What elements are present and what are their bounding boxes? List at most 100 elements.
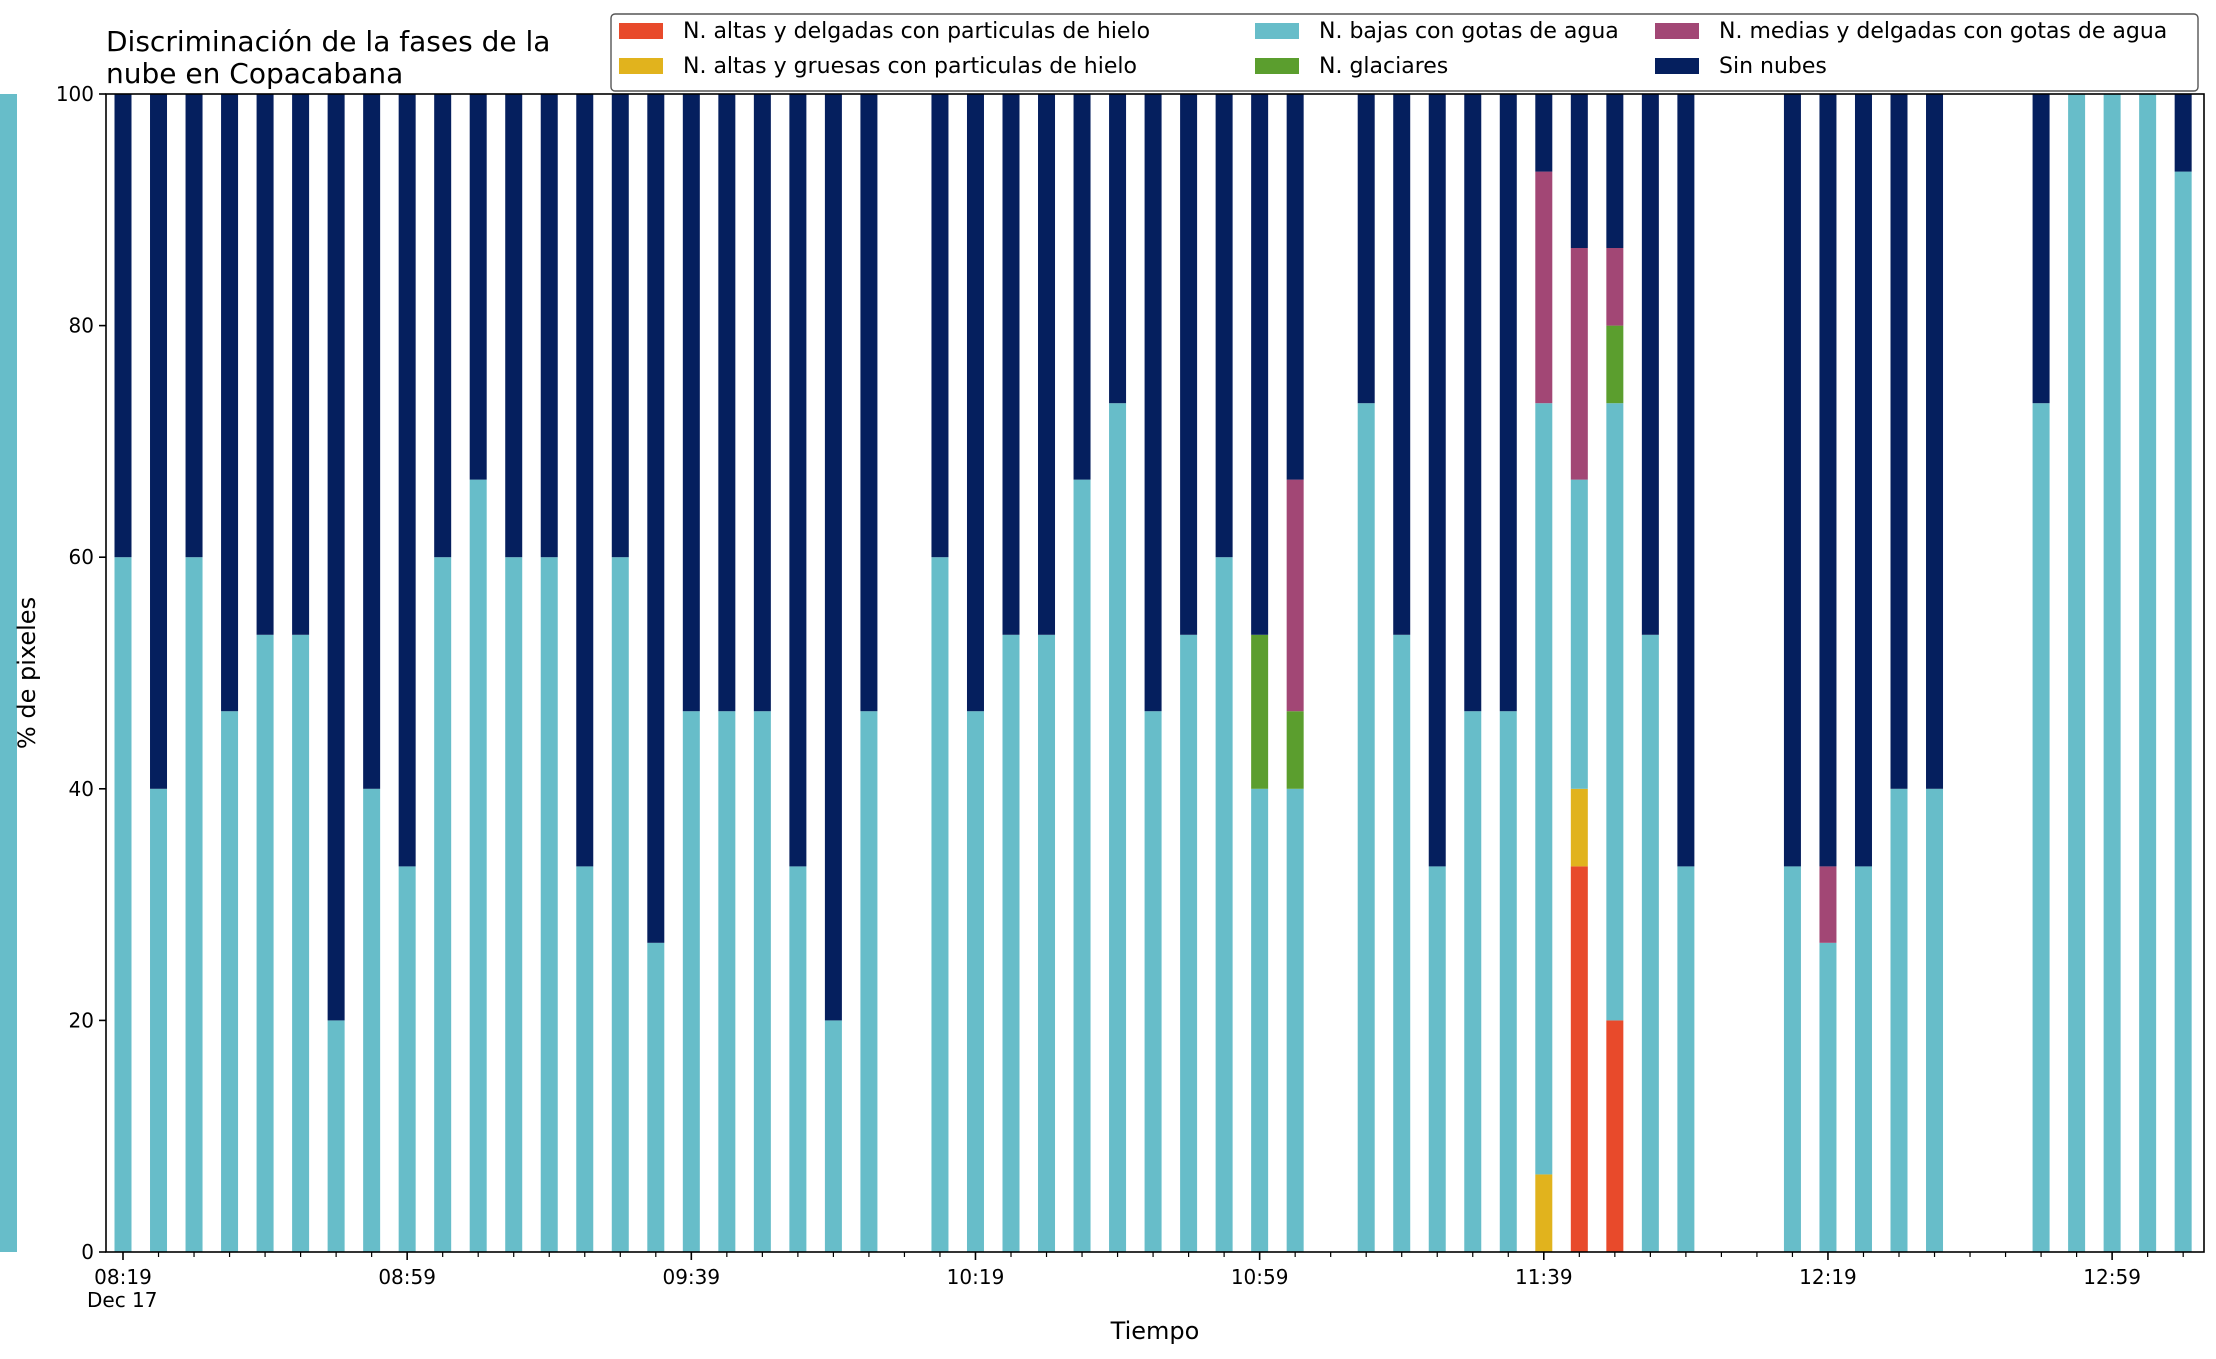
bar-stack-1024 bbox=[1002, 94, 1020, 1252]
bar-segment bbox=[647, 942, 665, 1252]
bar-stack-1214 bbox=[1819, 94, 1837, 1252]
bar-segment bbox=[1144, 711, 1162, 1252]
bar-stack-1159 bbox=[1677, 94, 1695, 1252]
legend-entry: N. altas y delgadas con particulas de hi… bbox=[619, 19, 1150, 44]
bar-segment bbox=[1251, 94, 1269, 635]
bar-segment bbox=[1109, 94, 1127, 404]
legend-label: N. bajas con gotas de agua bbox=[1319, 19, 1619, 44]
y-tick-label: 20 bbox=[69, 1008, 94, 1032]
bar-stack-1154 bbox=[1641, 94, 1659, 1252]
bar-stack-1004 bbox=[860, 94, 878, 1252]
bar-stack-1134 bbox=[1499, 94, 1517, 1252]
bar-segment bbox=[292, 634, 310, 1252]
bar-segment bbox=[398, 866, 416, 1252]
bar-stack-1039 bbox=[1109, 94, 1127, 1252]
bar-segment bbox=[966, 94, 984, 712]
bars-layer bbox=[0, 94, 2192, 1253]
bar-segment bbox=[1570, 866, 1588, 1252]
bar-segment bbox=[1677, 94, 1695, 867]
bar-segment bbox=[789, 94, 807, 867]
legend-box bbox=[610, 13, 2199, 92]
bar-stack-0944 bbox=[718, 94, 736, 1252]
bar-stack-0934 bbox=[647, 94, 665, 1252]
bar-stack-1219 bbox=[1854, 94, 1872, 1252]
bar-stack-1119 bbox=[1393, 94, 1411, 1252]
bar-segment bbox=[1926, 94, 1944, 789]
bar-stack-1124 bbox=[1428, 94, 1446, 1252]
bar-segment bbox=[931, 94, 949, 558]
x-tick-label: 09:39 bbox=[662, 1265, 720, 1289]
bar-segment bbox=[1464, 94, 1482, 712]
y-tick-label: 60 bbox=[69, 545, 94, 569]
bar-stack-0854 bbox=[363, 94, 381, 1252]
bar-segment bbox=[1180, 94, 1198, 635]
bar-stack-1144 bbox=[1570, 94, 1588, 1252]
bar-segment bbox=[2103, 94, 2121, 1252]
bar-segment bbox=[1535, 403, 1553, 1175]
bar-segment bbox=[789, 866, 807, 1252]
bar-segment bbox=[1357, 94, 1375, 404]
bar-stack-1204 bbox=[1783, 94, 1801, 1252]
bar-segment bbox=[1570, 479, 1588, 789]
legend-swatch bbox=[619, 23, 663, 39]
legend-label: N. altas y delgadas con particulas de hi… bbox=[683, 19, 1150, 44]
y-axis-label: % de pixeles bbox=[13, 597, 41, 749]
bar-segment bbox=[540, 94, 558, 558]
legend-label: N. medias y delgadas con gotas de agua bbox=[1719, 19, 2167, 44]
bar-segment bbox=[860, 711, 878, 1252]
bar-stack-0834 bbox=[221, 94, 239, 1252]
bar-segment bbox=[1215, 557, 1233, 1252]
bar-segment bbox=[682, 94, 700, 712]
bar-segment bbox=[576, 866, 594, 1252]
bar-segment bbox=[824, 94, 842, 1021]
plot-frame bbox=[105, 93, 2205, 1253]
bar-segment bbox=[540, 557, 558, 1252]
bar-segment bbox=[1428, 94, 1446, 867]
bar-stack-1054 bbox=[1215, 94, 1233, 1252]
bar-segment bbox=[2174, 171, 2192, 1253]
bar-segment bbox=[1535, 171, 1553, 404]
x-tick-label: 08:19 bbox=[94, 1265, 152, 1289]
bar-segment bbox=[1038, 94, 1056, 635]
y-tick-label: 80 bbox=[69, 314, 94, 338]
x-tick-label: 12:19 bbox=[1799, 1265, 1857, 1289]
bar-stack-0929 bbox=[611, 94, 629, 1252]
bar-stack-1304 bbox=[0, 94, 17, 1252]
bar-segment bbox=[363, 94, 381, 789]
bar-segment bbox=[1215, 94, 1233, 558]
bar-stack-0924 bbox=[576, 94, 594, 1252]
bar-segment bbox=[1286, 479, 1304, 712]
bar-segment bbox=[1570, 788, 1588, 867]
bar-stack-1114 bbox=[1357, 94, 1375, 1252]
bar-segment bbox=[1464, 711, 1482, 1252]
bar-stack-1049 bbox=[1180, 94, 1198, 1252]
x-axis: 08:19 08:59 09:39 10:19 10:59 11:39 12:19 12:59… bbox=[87, 1252, 2184, 1312]
bar-segment bbox=[966, 711, 984, 1252]
y-tick-label: 100 bbox=[56, 82, 94, 106]
bar-segment bbox=[114, 557, 132, 1252]
bar-stack-0859 bbox=[398, 94, 416, 1252]
x-tick-sublabel: Dec 17 bbox=[87, 1288, 158, 1312]
legend-entry: Sin nubes bbox=[1655, 54, 1827, 79]
x-tick-label: 12:59 bbox=[2083, 1265, 2141, 1289]
legend-swatch bbox=[1655, 23, 1699, 39]
bar-segment bbox=[114, 94, 132, 558]
bar-segment bbox=[434, 557, 452, 1252]
y-tick-label: 0 bbox=[81, 1240, 94, 1264]
legend-entry: N. altas y gruesas con particulas de hie… bbox=[619, 54, 1137, 79]
bar-segment bbox=[860, 94, 878, 712]
legend-swatch bbox=[619, 58, 663, 74]
bar-segment bbox=[1109, 403, 1127, 1252]
bar-stack-0954 bbox=[789, 94, 807, 1252]
bar-segment bbox=[1854, 94, 1872, 867]
bar-segment bbox=[1002, 94, 1020, 635]
legend-swatch bbox=[1255, 23, 1299, 39]
bar-segment bbox=[1393, 94, 1411, 635]
bar-segment bbox=[1251, 634, 1269, 789]
bar-stack-0839 bbox=[256, 94, 274, 1252]
bar-segment bbox=[1606, 325, 1624, 404]
legend-label: N. altas y gruesas con particulas de hie… bbox=[683, 54, 1137, 79]
legend-swatch bbox=[1255, 58, 1299, 74]
